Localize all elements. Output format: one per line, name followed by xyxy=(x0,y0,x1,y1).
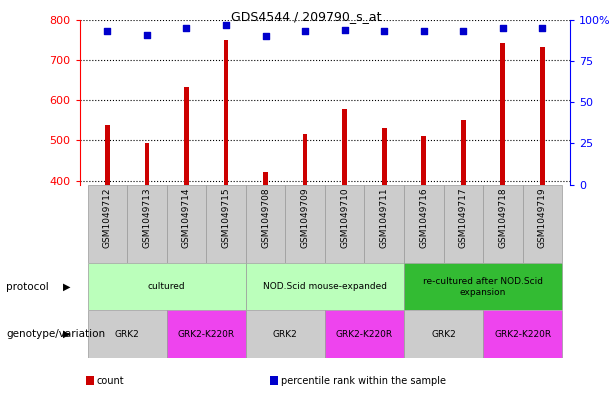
Text: re-cultured after NOD.Scid
expansion: re-cultured after NOD.Scid expansion xyxy=(423,277,543,297)
Bar xyxy=(285,185,325,263)
Bar xyxy=(325,185,365,263)
Bar xyxy=(224,40,229,185)
Point xyxy=(538,25,547,31)
Text: GSM1049713: GSM1049713 xyxy=(142,187,151,248)
Bar xyxy=(483,185,523,263)
Text: GSM1049711: GSM1049711 xyxy=(379,187,389,248)
Point xyxy=(498,25,508,31)
Text: GRK2: GRK2 xyxy=(115,330,140,338)
Point xyxy=(379,28,389,34)
Text: count: count xyxy=(97,376,124,386)
Point xyxy=(459,28,468,34)
Text: GSM1049714: GSM1049714 xyxy=(182,187,191,248)
Point xyxy=(419,28,428,34)
Bar xyxy=(246,310,325,358)
Bar xyxy=(444,185,483,263)
Bar xyxy=(540,47,545,185)
Bar xyxy=(167,310,246,358)
Text: GSM1049718: GSM1049718 xyxy=(498,187,508,248)
Bar xyxy=(127,185,167,263)
Text: GSM1049709: GSM1049709 xyxy=(300,187,310,248)
Bar xyxy=(263,172,268,185)
Bar xyxy=(404,185,444,263)
Bar xyxy=(167,185,206,263)
Point xyxy=(300,28,310,34)
Bar xyxy=(461,120,466,185)
Text: cultured: cultured xyxy=(148,283,186,291)
Bar xyxy=(303,134,308,185)
Text: GSM1049716: GSM1049716 xyxy=(419,187,428,248)
Bar xyxy=(184,87,189,185)
Bar xyxy=(145,143,150,185)
Text: GRK2-K220R: GRK2-K220R xyxy=(336,330,393,338)
Text: ▶: ▶ xyxy=(63,329,70,339)
Bar xyxy=(523,185,562,263)
Point xyxy=(181,25,191,31)
Bar xyxy=(483,310,562,358)
Bar xyxy=(404,263,562,310)
Text: NOD.Scid mouse-expanded: NOD.Scid mouse-expanded xyxy=(263,283,387,291)
Text: GSM1049710: GSM1049710 xyxy=(340,187,349,248)
Text: genotype/variation: genotype/variation xyxy=(6,329,105,339)
Bar xyxy=(206,185,246,263)
Bar xyxy=(246,263,404,310)
Bar xyxy=(500,43,505,185)
Bar xyxy=(246,185,285,263)
Text: percentile rank within the sample: percentile rank within the sample xyxy=(281,376,446,386)
Text: GRK2: GRK2 xyxy=(431,330,456,338)
Point xyxy=(261,33,270,39)
Text: GSM1049712: GSM1049712 xyxy=(103,187,112,248)
Text: GRK2-K220R: GRK2-K220R xyxy=(178,330,235,338)
Bar xyxy=(88,185,127,263)
Text: GSM1049708: GSM1049708 xyxy=(261,187,270,248)
Bar xyxy=(88,310,167,358)
Bar xyxy=(342,109,347,185)
Bar xyxy=(404,310,483,358)
Point xyxy=(142,31,152,38)
Point xyxy=(102,28,112,34)
Bar xyxy=(88,263,246,310)
Text: GRK2-K220R: GRK2-K220R xyxy=(494,330,551,338)
Bar xyxy=(105,125,110,185)
Bar xyxy=(325,310,404,358)
Bar xyxy=(365,185,404,263)
Text: GSM1049715: GSM1049715 xyxy=(221,187,230,248)
Text: GSM1049717: GSM1049717 xyxy=(459,187,468,248)
Text: GSM1049719: GSM1049719 xyxy=(538,187,547,248)
Point xyxy=(340,26,349,33)
Bar xyxy=(421,136,426,185)
Point xyxy=(221,22,231,28)
Bar xyxy=(382,129,387,185)
Text: ▶: ▶ xyxy=(63,282,70,292)
Text: GDS4544 / 209790_s_at: GDS4544 / 209790_s_at xyxy=(231,10,382,23)
Text: protocol: protocol xyxy=(6,282,49,292)
Text: GRK2: GRK2 xyxy=(273,330,298,338)
